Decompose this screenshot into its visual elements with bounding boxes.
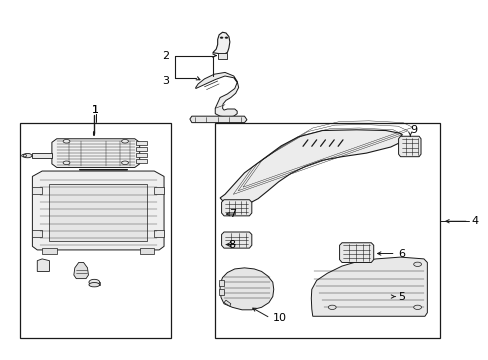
Polygon shape [212, 32, 229, 54]
Ellipse shape [220, 37, 223, 39]
Text: 5: 5 [397, 292, 404, 302]
Text: 7: 7 [228, 209, 235, 219]
Polygon shape [221, 232, 251, 248]
Text: 4: 4 [470, 216, 477, 226]
Polygon shape [32, 153, 52, 158]
Ellipse shape [89, 279, 100, 285]
Text: 1: 1 [92, 105, 99, 115]
Polygon shape [217, 53, 227, 59]
Bar [20, 123, 171, 338]
Ellipse shape [23, 153, 32, 158]
Text: 2: 2 [162, 51, 168, 61]
Polygon shape [89, 282, 100, 285]
Polygon shape [339, 243, 373, 262]
Text: 9: 9 [409, 125, 417, 135]
Text: 6: 6 [397, 248, 404, 258]
Polygon shape [49, 184, 147, 241]
Polygon shape [140, 248, 154, 253]
Ellipse shape [122, 161, 128, 165]
Polygon shape [219, 280, 224, 286]
Ellipse shape [413, 262, 421, 266]
Polygon shape [224, 300, 230, 306]
Ellipse shape [89, 283, 100, 287]
Bar [215, 123, 439, 338]
Polygon shape [398, 136, 420, 157]
Polygon shape [136, 141, 147, 145]
Text: 3: 3 [162, 76, 168, 86]
Polygon shape [154, 230, 163, 237]
Polygon shape [32, 171, 163, 250]
Text: 1: 1 [92, 105, 99, 115]
Ellipse shape [122, 139, 128, 143]
Polygon shape [311, 257, 427, 316]
Polygon shape [195, 72, 238, 117]
Polygon shape [154, 187, 163, 194]
Polygon shape [52, 139, 140, 167]
Ellipse shape [224, 37, 227, 39]
Polygon shape [220, 130, 402, 205]
Ellipse shape [63, 139, 70, 143]
Polygon shape [136, 147, 147, 150]
Polygon shape [221, 200, 251, 216]
Polygon shape [32, 230, 42, 237]
Polygon shape [74, 262, 88, 279]
Ellipse shape [328, 305, 335, 310]
Ellipse shape [413, 305, 421, 310]
Polygon shape [37, 259, 49, 271]
Polygon shape [136, 159, 147, 163]
Polygon shape [136, 153, 147, 157]
Polygon shape [189, 116, 246, 123]
Text: 8: 8 [228, 239, 235, 249]
Polygon shape [42, 248, 57, 253]
Text: 10: 10 [272, 313, 286, 323]
Polygon shape [220, 268, 273, 310]
Polygon shape [32, 187, 42, 194]
Polygon shape [219, 289, 224, 296]
Ellipse shape [63, 161, 70, 165]
